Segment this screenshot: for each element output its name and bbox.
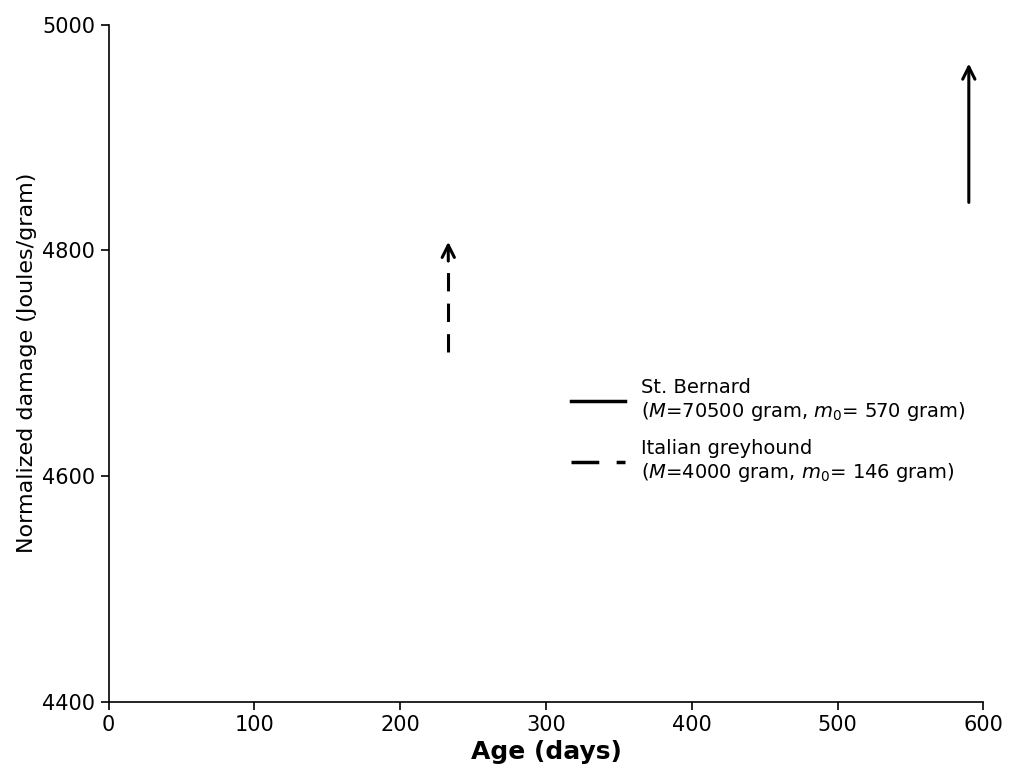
- Legend: St. Bernard
($M$=70500 gram, $m_0$= 570 gram), Italian greyhound
($M$=4000 gram,: St. Bernard ($M$=70500 gram, $m_0$= 570 …: [562, 370, 973, 492]
- Y-axis label: Normalized damage (Joules/gram): Normalized damage (Joules/gram): [16, 173, 37, 553]
- X-axis label: Age (days): Age (days): [470, 740, 621, 765]
